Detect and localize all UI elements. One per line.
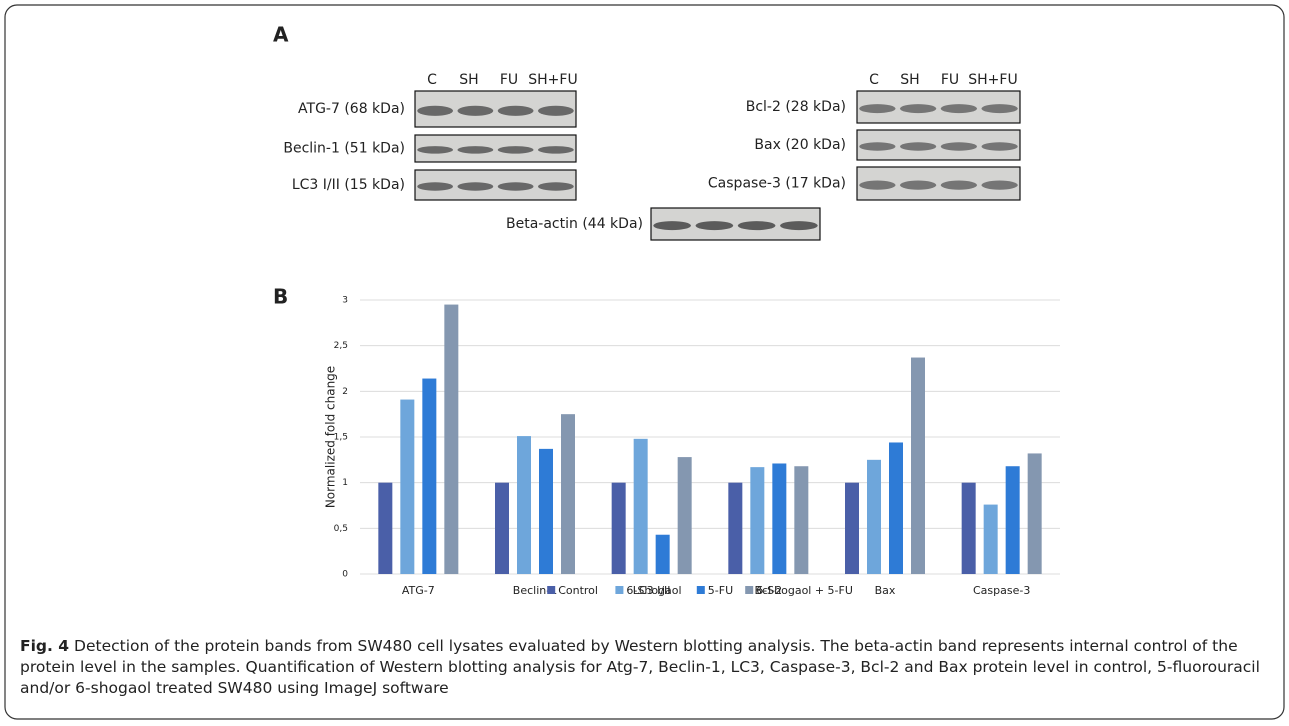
band [981, 180, 1018, 190]
bar [728, 482, 743, 574]
bar [1027, 453, 1042, 574]
band [537, 146, 574, 154]
bar [633, 438, 648, 574]
band [737, 221, 776, 231]
legend-label: 6-Shogaol [626, 584, 681, 597]
band [859, 180, 896, 190]
legend-label: 6-Shogaol + 5-FU [756, 584, 853, 597]
band [981, 142, 1018, 151]
band [497, 105, 534, 116]
bar [889, 442, 903, 574]
caption: Fig. 4 Detection of the protein bands fr… [20, 636, 1270, 699]
band [537, 182, 574, 191]
x-tick-label: ATG-7 [402, 584, 435, 597]
legend-label: Control [558, 584, 598, 597]
y-tick-label: 2,5 [334, 341, 348, 351]
caption-label: Fig. 4 [20, 637, 70, 655]
legend-swatch [696, 586, 705, 594]
band [497, 146, 534, 154]
x-tick-label: Bax [875, 584, 896, 597]
bar [655, 534, 670, 574]
band [695, 221, 734, 231]
band [417, 105, 454, 116]
y-tick-label: 1 [342, 478, 348, 488]
y-tick-label: 0 [342, 570, 348, 580]
bar [961, 482, 976, 574]
bar [911, 357, 925, 574]
blot-label: LC3 I/II (15 kDa) [292, 177, 405, 193]
band [457, 105, 494, 116]
lane-label: SH+FU [528, 72, 577, 88]
lane-label: FU [500, 72, 518, 88]
bar [794, 466, 809, 574]
blot-label: Bcl-2 (28 kDa) [746, 99, 846, 115]
band [940, 104, 977, 114]
lane-label: C [427, 72, 437, 88]
blot-label: Beta-actin (44 kDa) [506, 216, 643, 232]
band [981, 104, 1018, 114]
bar [845, 482, 859, 574]
band [940, 180, 977, 190]
lane-label: SH+FU [968, 72, 1017, 88]
lane-label: FU [941, 72, 959, 88]
legend-swatch [615, 586, 624, 594]
blot-label: Beclin-1 (51 kDa) [283, 141, 405, 157]
y-tick-label: 3 [342, 296, 348, 306]
y-tick-label: 2 [342, 387, 348, 397]
bar [495, 482, 509, 574]
band [900, 104, 937, 114]
legend-swatch [547, 586, 556, 594]
band [417, 182, 454, 191]
figure-frame [4, 4, 1285, 720]
bar [400, 399, 415, 574]
band [457, 182, 494, 191]
panel-label: A [273, 23, 289, 47]
x-tick-label: LC3 I/II [633, 584, 671, 597]
bar [378, 482, 393, 574]
bar [983, 504, 998, 574]
bar [422, 378, 437, 574]
band [457, 146, 494, 154]
band [537, 105, 574, 116]
bar [750, 467, 765, 574]
lane-label: SH [900, 72, 919, 88]
caption-text: Detection of the protein bands from SW48… [20, 637, 1260, 697]
y-tick-label: 0,5 [334, 524, 348, 534]
bar [772, 463, 787, 574]
band [497, 182, 534, 191]
bar [611, 482, 626, 574]
bar [677, 457, 692, 574]
y-axis-label: Normalized fold change [324, 366, 338, 508]
band [900, 142, 937, 151]
band [859, 142, 896, 151]
band [940, 142, 977, 151]
bar [1005, 466, 1020, 574]
legend-label: 5-FU [708, 584, 733, 597]
x-tick-label: Beclin-1 [513, 584, 557, 597]
lane-label: C [869, 72, 879, 88]
x-tick-label: Caspase-3 [973, 584, 1030, 597]
x-tick-label: Bcl-2 [755, 584, 783, 597]
band [780, 221, 818, 231]
blot-label: Bax (20 kDa) [754, 137, 846, 153]
blot-label: ATG-7 (68 kDa) [298, 101, 405, 117]
band [900, 180, 937, 190]
lane-label: SH [459, 72, 478, 88]
bar [444, 304, 459, 574]
bar [517, 436, 531, 574]
y-tick-label: 1,5 [334, 433, 348, 443]
bar [561, 414, 575, 574]
blot-label: Caspase-3 (17 kDa) [708, 176, 846, 192]
band [859, 104, 896, 114]
panel-label: B [273, 285, 288, 309]
band [417, 146, 454, 154]
legend-swatch [745, 586, 754, 594]
band [653, 221, 691, 231]
bar [867, 459, 881, 574]
bar [539, 448, 553, 574]
